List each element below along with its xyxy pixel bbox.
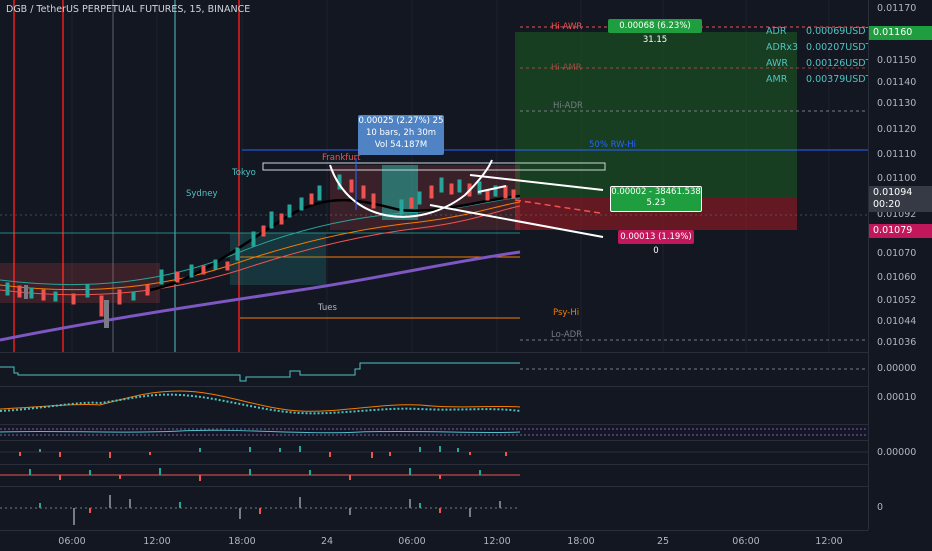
price-tick: 0.01120 xyxy=(877,124,917,135)
price-tick: 0.01170 xyxy=(877,3,917,14)
price-tick: 0.01052 xyxy=(877,295,917,306)
time-tick: 06:00 xyxy=(732,536,760,547)
stat-value: 0.00207USDT xyxy=(806,42,872,53)
price-tick: 0.01140 xyxy=(877,77,917,88)
price-axis[interactable]: 0.01170 0.01150 0.01140 0.01130 0.01120 … xyxy=(868,0,932,530)
session-tokyo-label: Tokyo xyxy=(232,168,256,178)
indicator-4-plot xyxy=(0,446,868,458)
time-tick: 06:00 xyxy=(58,536,86,547)
time-tick: 18:00 xyxy=(567,536,595,547)
chart-title: DGB / TetherUS PERPETUAL FUTURES, 15, BI… xyxy=(6,4,251,15)
measure-line-2: 10 bars, 2h 30m xyxy=(365,128,437,138)
session-sydney-label: Sydney xyxy=(186,189,218,199)
indicator-3-plot xyxy=(0,428,868,436)
price-tick: 0.01150 xyxy=(877,55,917,66)
osc-tick: 0.00000 xyxy=(877,363,917,374)
price-tick: 0.01092 xyxy=(877,209,917,220)
candlestick-chart[interactable] xyxy=(0,0,868,352)
session-tues-label: Tues xyxy=(318,303,337,313)
target-price-tag: 0.01160 xyxy=(869,26,932,40)
session-frankfurt-label: Frankfurt xyxy=(322,153,361,163)
stat-key: AMR xyxy=(766,74,788,85)
osc-tick: 0.00010 xyxy=(877,392,917,403)
stat-key: ADR xyxy=(766,26,787,37)
price-tick: 0.01070 xyxy=(877,248,917,259)
time-tick: 12:00 xyxy=(143,536,171,547)
level-hi-adr: Hi-ADR xyxy=(553,101,583,111)
measure-line-1: 0.00025 (2.27%) 25 xyxy=(358,116,444,126)
indicator-pane-4[interactable] xyxy=(0,441,868,463)
price-tick: 0.01130 xyxy=(877,98,917,109)
stat-value: 0.00126USDT xyxy=(806,58,872,69)
candles xyxy=(5,174,516,328)
time-tick: 12:00 xyxy=(815,536,843,547)
indicator-2-plot xyxy=(0,390,521,415)
main-chart-pane[interactable]: DGB / TetherUS PERPETUAL FUTURES, 15, BI… xyxy=(0,0,871,352)
measure-tooltip[interactable]: 0.00025 (2.27%) 25 10 bars, 2h 30m Vol 5… xyxy=(358,115,444,155)
time-tick: 25 xyxy=(656,536,670,547)
price-tick: 0.01100 xyxy=(877,173,917,184)
target-label[interactable]: 0.00068 (6.23%) 31.15 xyxy=(608,19,702,45)
price-tick: 0.01036 xyxy=(877,337,917,348)
time-tick: 18:00 xyxy=(228,536,256,547)
price-tick: 0.01044 xyxy=(877,316,917,327)
stat-key: ADRx3 xyxy=(766,42,799,53)
level-rw-hi: 50% RW-Hi xyxy=(589,140,637,150)
stat-value: 0.00379USDT xyxy=(806,74,872,85)
position-label[interactable]: 0.00002 - 38461.538 5.23 xyxy=(610,186,702,212)
time-axis[interactable]: 06:00 12:00 18:00 24 06:00 12:00 18:00 2… xyxy=(0,530,868,551)
price-tick: 0.01110 xyxy=(877,149,917,160)
time-tick: 06:00 xyxy=(398,536,426,547)
level-psy-hi: Psy-Hi xyxy=(553,308,580,318)
measure-line-3: Vol 54.187M xyxy=(374,140,428,150)
indicator-5-plot xyxy=(0,468,520,481)
stat-value: 0.00069USDT xyxy=(806,26,872,37)
current-price-tag: 0.01094 xyxy=(869,186,932,200)
osc-tick: 0.00000 xyxy=(877,447,917,458)
stop-price-tag: 0.01079 xyxy=(869,224,932,238)
indicator-1-plot xyxy=(0,362,868,382)
stat-key: AWR xyxy=(766,58,788,69)
indicator-pane-2[interactable] xyxy=(0,387,868,423)
osc-tick: 0 xyxy=(877,502,884,513)
indicator-pane-6[interactable] xyxy=(0,487,868,530)
target-zone[interactable] xyxy=(515,32,797,198)
countdown-tag: 00:20 xyxy=(869,198,932,212)
level-hi-amr: Hi-AMR xyxy=(551,63,582,73)
adr-stats-panel: ADR 0.00069USDT ADRx3 0.00207USDT AWR 0.… xyxy=(762,22,871,88)
stop-label[interactable]: 0.00013 (1.19%) 0 xyxy=(618,230,694,256)
time-tick: 12:00 xyxy=(483,536,511,547)
indicator-6-plot xyxy=(0,495,520,525)
indicator-pane-3[interactable] xyxy=(0,425,868,439)
position-label-line-1: 0.00002 - 38461.538 xyxy=(611,187,701,197)
price-tick: 0.01060 xyxy=(877,272,917,283)
indicator-pane-1[interactable] xyxy=(0,353,868,385)
level-hi-awr: Hi-AWR xyxy=(551,22,583,32)
position-label-line-2: 5.23 xyxy=(646,198,666,208)
indicator-pane-5[interactable] xyxy=(0,465,868,485)
time-tick: 24 xyxy=(320,536,334,547)
level-lo-adr: Lo-ADR xyxy=(551,330,583,340)
